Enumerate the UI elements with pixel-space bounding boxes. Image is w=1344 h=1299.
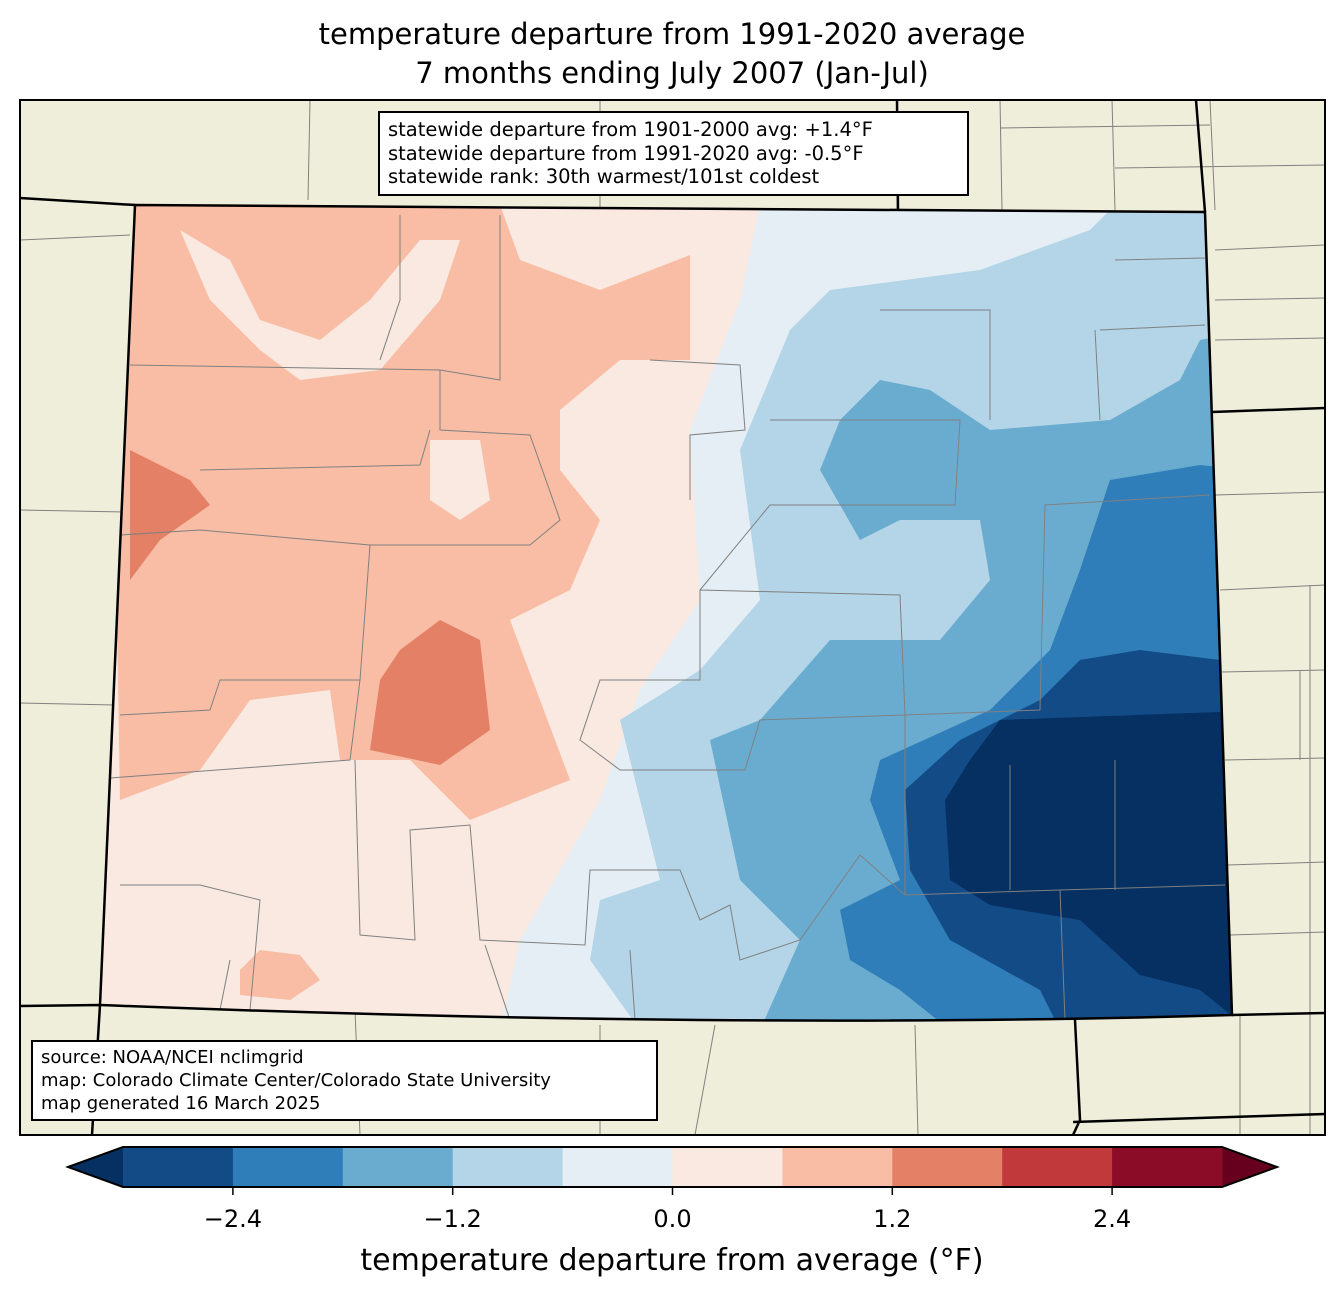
colorbar [65, 1146, 1280, 1195]
map-credit-text: map: Colorado Climate Center/Colorado St… [41, 1070, 551, 1091]
colorbar-bin [1112, 1147, 1223, 1187]
county-lines [109, 215, 1226, 1021]
map-area [20, 100, 1325, 1135]
map-title-line1: temperature departure from 1991-2020 ave… [318, 17, 1026, 51]
map-frame [19, 99, 1326, 1136]
colorbar-bin [123, 1147, 234, 1187]
colorbar-bin [672, 1147, 783, 1187]
info-statewide-rank: statewide rank: 30th warmest/101st colde… [388, 165, 820, 188]
info-departure-1901-2000: statewide departure from 1901-2000 avg: … [388, 118, 873, 141]
colorbar-tick-label: −1.2 [423, 1205, 482, 1233]
colorbar-label: temperature departure from average (°F) [360, 1243, 984, 1278]
colorbar-tick-label: −2.4 [203, 1205, 263, 1233]
colorbar-tick-label: 0.0 [653, 1205, 692, 1233]
generated-date-text: map generated 16 March 2025 [41, 1093, 321, 1114]
source-text: source: NOAA/NCEI nclimgrid [41, 1047, 304, 1068]
colorbar-bin [452, 1147, 564, 1187]
colorbar-tick-label: 1.2 [873, 1205, 912, 1233]
colorbar-over-extension [1222, 1147, 1277, 1187]
colorbar-bin [892, 1147, 1003, 1187]
colorbar-bin [342, 1147, 454, 1187]
colorbar-bin [782, 1147, 893, 1187]
colorbar-bin [562, 1147, 673, 1187]
colorbar-bin [1002, 1147, 1113, 1187]
info-departure-1991-2020: statewide departure from 1991-2020 avg: … [388, 141, 864, 165]
colorbar-outline [65, 1146, 1280, 1188]
colorbar-tick-label: 2.4 [1093, 1205, 1132, 1233]
source-box: source: NOAA/NCEI nclimgrid map: Colorad… [31, 1040, 658, 1121]
temperature-field [100, 205, 1232, 1021]
map-title-line2: 7 months ending July 2007 (Jan-Jul) [415, 56, 929, 90]
colorbar-bin [232, 1147, 344, 1187]
colorbar-under-extension [68, 1147, 123, 1187]
statewide-info-box: statewide departure from 1901-2000 avg: … [378, 111, 969, 196]
